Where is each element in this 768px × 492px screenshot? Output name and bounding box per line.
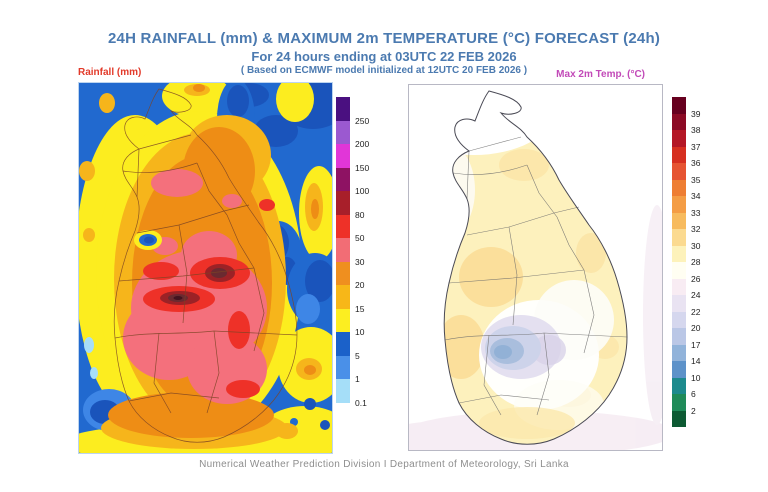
legend-color-block: 0.1 [336,379,367,408]
legend-color-block: 150 [336,144,369,173]
legend-color-block: 32 [672,212,700,234]
legend-tick-label: 80 [355,209,365,220]
legend-color-block: 2 [672,394,696,416]
legend-color-block: 10 [336,308,364,337]
temperature-map [408,84,663,451]
legend-color-block: 24 [672,278,700,300]
legend-tick-label: 50 [355,233,365,243]
legend-color-block [672,410,686,427]
page-title: 24H RAINFALL (mm) & MAXIMUM 2m TEMPERATU… [107,30,661,47]
legend-color-block: 10 [672,361,700,383]
legend-tick-label: 28 [691,257,701,267]
legend-tick-label: 38 [691,125,701,135]
temperature-map-label: Max 2m Temp. (°C) [556,69,645,80]
legend-color-block: 14 [672,344,700,366]
legend-tick-label: 200 [355,139,370,149]
legend-color-block: 6 [672,377,696,399]
legend-tick-label: 39 [691,108,701,119]
legend-color-block: 28 [672,245,700,267]
legend-tick-label: 100 [355,186,370,196]
rainfall-map-label: Rainfall (mm) [78,67,142,78]
legend-color-block: 37 [672,130,700,152]
legend-color-block: 200 [336,120,369,149]
legend-color-block: 5 [336,332,360,361]
legend-color-block: 39 [672,97,700,119]
legend-tick-label: 6 [691,389,696,399]
legend-color-block: 30 [672,229,700,251]
legend-tick-label: 34 [691,191,701,201]
legend-tick-label: 14 [691,356,701,366]
legend-tick-label: 1 [355,374,360,384]
legend-tick-label: 2 [691,405,696,416]
legend-tick-label: 33 [691,207,701,218]
legend-color-block: 1 [336,355,360,384]
model-init-note: ( Based on ECMWF model initialized at 12… [240,65,528,76]
legend-color-block: 33 [672,196,700,218]
temperature-contour-plot [409,85,662,450]
legend-color-block: 20 [672,311,700,333]
legend-color-block: 35 [672,163,700,185]
legend-tick-label: 250 [355,115,370,126]
legend-tick-label: 30 [691,240,701,251]
legend-tick-label: 17 [691,339,701,350]
legend-color-block: 17 [672,328,700,350]
legend-tick-label: 24 [691,290,701,300]
legend-color-block: 20 [336,261,364,290]
legend-tick-label: 20 [691,323,701,333]
legend-tick-label: 5 [355,350,360,361]
legend-color-block: 22 [672,295,700,317]
rainfall-map [78,82,333,454]
legend-color-block: 250 [336,97,369,126]
credit-line: Numerical Weather Prediction Division I … [199,459,569,470]
legend-tick-label: 15 [355,303,365,314]
legend-tick-label: 35 [691,174,701,185]
legend-tick-label: 150 [355,162,370,173]
legend-color-block: 34 [672,179,700,201]
legend-tick-label: 36 [691,158,701,168]
legend-color-block: 38 [672,113,700,135]
legend-color-block: 36 [672,146,700,168]
legend-color-block: 15 [336,285,364,314]
legend-color-block: 80 [336,191,364,220]
legend-color-block: 100 [336,167,369,196]
legend-tick-label: 26 [691,273,701,284]
rain-band-80-plus [160,264,235,305]
legend-tick-label: 10 [691,372,701,383]
valid-time-subtitle: For 24 hours ending at 03UTC 22 FEB 2026 [251,49,517,64]
legend-tick-label: 10 [355,327,365,337]
legend-tick-label: 22 [691,306,701,317]
legend-tick-label: 30 [355,256,365,267]
legend-tick-label: 32 [691,224,701,234]
legend-tick-label: 37 [691,141,701,152]
legend-color-block: 50 [336,214,364,243]
rainfall-contour-plot [79,83,332,453]
legend-tick-label: 0.1 [355,397,367,408]
rainfall-legend: 250 200 150 100 80 50 30 20 15 10 5 1 0.1 [336,97,369,408]
temperature-legend: 39 38 37 36 35 34 33 32 30 28 26 24 22 20 17 14 10 6 2 [672,97,700,427]
rain-inland-dry-spot [134,230,162,250]
legend-color-block: 26 [672,262,700,284]
legend-color-block: 30 [336,238,364,267]
legend-tick-label: 20 [355,280,365,290]
